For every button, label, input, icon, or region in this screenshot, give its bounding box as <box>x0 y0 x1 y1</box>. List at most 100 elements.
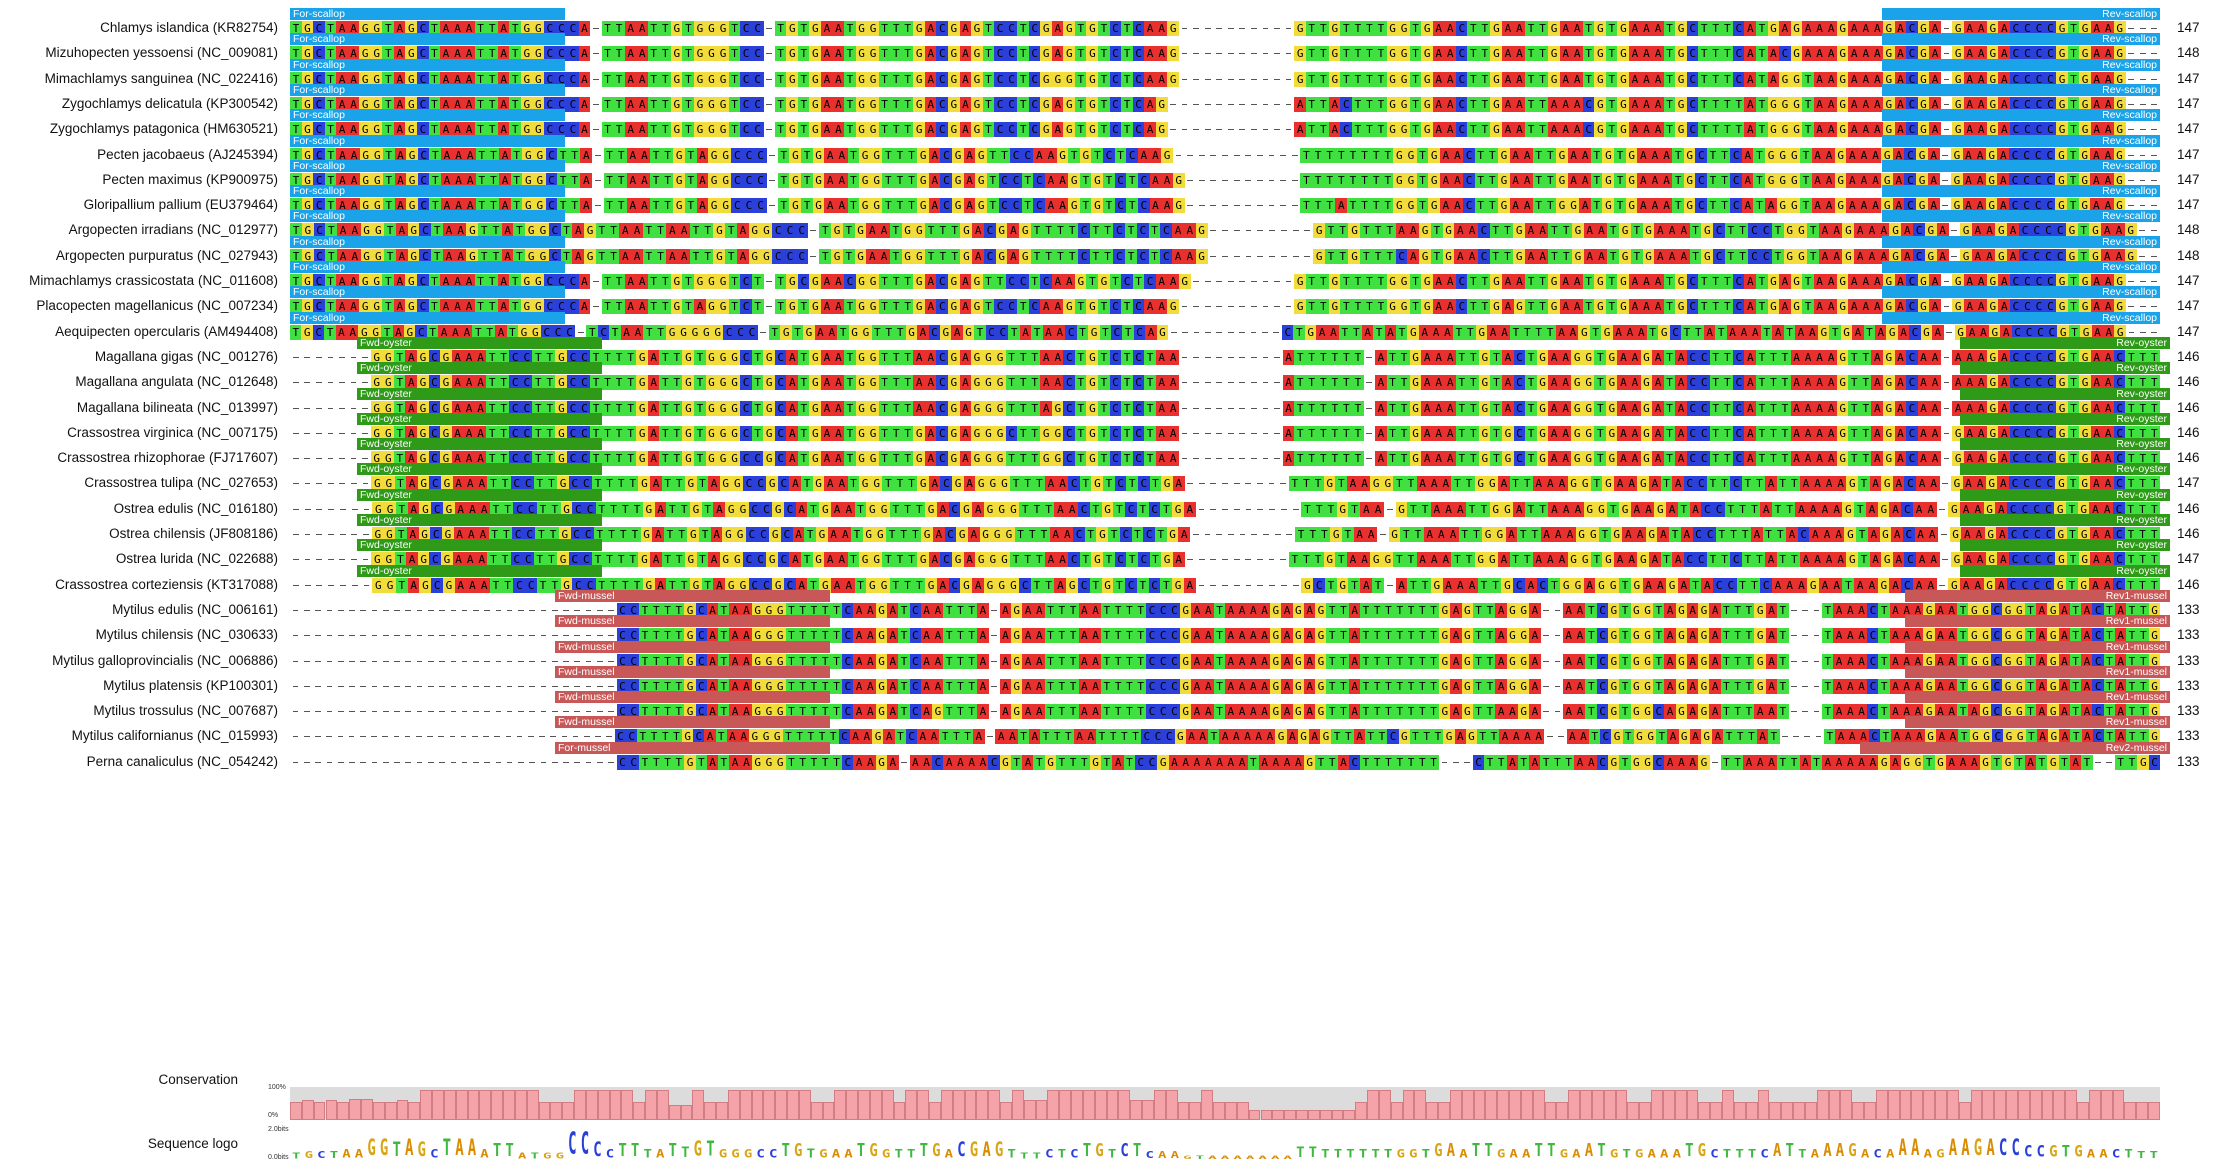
reverse-primer-annotation[interactable]: Rev-oyster <box>1960 362 2170 375</box>
sequence-name[interactable]: Magallana angulata (NC_012648) <box>0 374 278 389</box>
forward-primer-annotation[interactable]: Fwd-oyster <box>357 362 602 375</box>
forward-primer-annotation[interactable]: Fwd-mussel <box>555 589 830 602</box>
forward-primer-annotation[interactable]: For-scallop <box>290 33 565 46</box>
forward-primer-annotation[interactable]: Fwd-oyster <box>357 412 602 425</box>
forward-primer-annotation[interactable]: Fwd-oyster <box>357 387 602 400</box>
forward-primer-annotation[interactable]: For-scallop <box>290 109 565 122</box>
sequence-name[interactable]: Argopecten purpuratus (NC_027943) <box>0 248 278 263</box>
forward-primer-annotation[interactable]: For-scallop <box>290 159 565 172</box>
reverse-primer-annotation[interactable]: Rev-scallop <box>1882 235 2160 248</box>
forward-primer-annotation[interactable]: For-scallop <box>290 210 565 223</box>
sequence-name[interactable]: Argopecten irradians (NC_012977) <box>0 222 278 237</box>
reverse-primer-annotation[interactable]: Rev-oyster <box>1960 387 2170 400</box>
forward-primer-annotation[interactable]: For-scallop <box>290 8 565 20</box>
reverse-primer-annotation[interactable]: Rev-scallop <box>1882 311 2160 324</box>
forward-primer-annotation[interactable]: Fwd-oyster <box>357 564 602 577</box>
forward-primer-annotation[interactable]: For-scallop <box>290 58 565 71</box>
reverse-primer-annotation[interactable]: Rev2-mussel <box>1860 741 2170 754</box>
sequence-name[interactable]: Mimachlamys crassicostata (NC_011608) <box>0 273 278 288</box>
reverse-primer-annotation[interactable]: Rev-scallop <box>1882 286 2160 299</box>
forward-primer-annotation[interactable]: Fwd-oyster <box>357 488 602 501</box>
sequence-name[interactable]: Mytilus californianus (NC_015993) <box>0 728 278 743</box>
forward-primer-annotation[interactable]: Fwd-oyster <box>357 514 602 526</box>
sequence-name[interactable]: Mimachlamys sanguinea (NC_022416) <box>0 71 278 86</box>
sequence-name[interactable]: Mytilus edulis (NC_006161) <box>0 602 278 617</box>
reverse-primer-annotation[interactable]: Rev-oyster <box>1960 514 2170 526</box>
reverse-primer-annotation[interactable]: Rev-scallop <box>1882 83 2160 96</box>
sequence-name[interactable]: Crassostrea virginica (NC_007175) <box>0 425 278 440</box>
forward-primer-annotation[interactable]: For-scallop <box>290 261 565 273</box>
reverse-primer-annotation[interactable]: Rev-scallop <box>1882 261 2160 273</box>
sequence-name[interactable]: Perna canaliculus (NC_054242) <box>0 754 278 769</box>
reverse-primer-annotation[interactable]: Rev-scallop <box>1882 58 2160 71</box>
forward-primer-annotation[interactable]: Fwd-mussel <box>555 691 830 704</box>
sequence-name[interactable]: Placopecten magellanicus (NC_007234) <box>0 298 278 313</box>
reverse-primer-annotation[interactable]: Rev-oyster <box>1960 539 2170 552</box>
sequence-name[interactable]: Crassostrea rhizophorae (FJ717607) <box>0 450 278 465</box>
reverse-primer-annotation[interactable]: Rev1-mussel <box>1905 691 2170 704</box>
sequence-name[interactable]: Zygochlamys patagonica (HM630521) <box>0 121 278 136</box>
reverse-primer-annotation[interactable]: Rev-scallop <box>1882 185 2160 198</box>
sequence-name[interactable]: Pecten maximus (KP900975) <box>0 172 278 187</box>
forward-primer-annotation[interactable]: For-mussel <box>555 741 830 754</box>
reverse-primer-annotation[interactable]: Rev-oyster <box>1960 564 2170 577</box>
forward-primer-annotation[interactable]: Fwd-mussel <box>555 665 830 678</box>
reverse-primer-annotation[interactable]: Rev-oyster <box>1960 336 2170 349</box>
reverse-primer-annotation[interactable]: Rev1-mussel <box>1905 665 2170 678</box>
sequence-name[interactable]: Magallana bilineata (NC_013997) <box>0 400 278 415</box>
sequence-name[interactable]: Aequipecten opercularis (AM494408) <box>0 324 278 339</box>
sequence-name[interactable]: Mytilus trossulus (NC_007687) <box>0 703 278 718</box>
sequence-name[interactable]: Mizuhopecten yessoensi (NC_009081) <box>0 45 278 60</box>
reverse-primer-annotation[interactable]: Rev-scallop <box>1882 134 2160 147</box>
reverse-primer-annotation[interactable]: Rev1-mussel <box>1905 615 2170 628</box>
sequence-name[interactable]: Mytilus galloprovincialis (NC_006886) <box>0 653 278 668</box>
forward-primer-annotation[interactable]: Fwd-mussel <box>555 716 830 729</box>
reverse-primer-annotation[interactable]: Rev-scallop <box>1882 8 2160 20</box>
sequence-name[interactable]: Ostrea chilensis (JF808186) <box>0 526 278 541</box>
forward-primer-annotation[interactable]: Fwd-mussel <box>555 615 830 628</box>
sequence-name[interactable]: Gloripallium pallium (EU379464) <box>0 197 278 212</box>
reverse-primer-annotation[interactable]: Rev1-mussel <box>1905 589 2170 602</box>
forward-primer-annotation[interactable]: For-scallop <box>290 286 565 299</box>
reverse-primer-annotation[interactable]: Rev-scallop <box>1882 210 2160 223</box>
forward-primer-annotation[interactable]: Fwd-oyster <box>357 539 602 552</box>
reverse-primer-annotation[interactable]: Rev1-mussel <box>1905 716 2170 729</box>
reverse-primer-annotation[interactable]: Rev-scallop <box>1882 159 2160 172</box>
sequence-name[interactable]: Crassostrea corteziensis (KT317088) <box>0 577 278 592</box>
reverse-primer-annotation[interactable]: Rev-oyster <box>1960 412 2170 425</box>
forward-primer-annotation[interactable]: Fwd-oyster <box>357 336 602 349</box>
reverse-primer-annotation[interactable]: Rev1-mussel <box>1905 640 2170 653</box>
reverse-primer-annotation[interactable]: Rev-scallop <box>1882 109 2160 122</box>
reverse-primer-annotation[interactable]: Rev-oyster <box>1960 463 2170 476</box>
forward-primer-annotation[interactable]: Fwd-oyster <box>357 463 602 476</box>
forward-primer-annotation[interactable]: For-scallop <box>290 311 565 324</box>
reverse-primer-annotation[interactable]: Rev-scallop <box>1882 33 2160 46</box>
reverse-primer-annotation[interactable]: Rev-oyster <box>1960 438 2170 451</box>
sequence-name[interactable]: Mytilus platensis (KP100301) <box>0 678 278 693</box>
